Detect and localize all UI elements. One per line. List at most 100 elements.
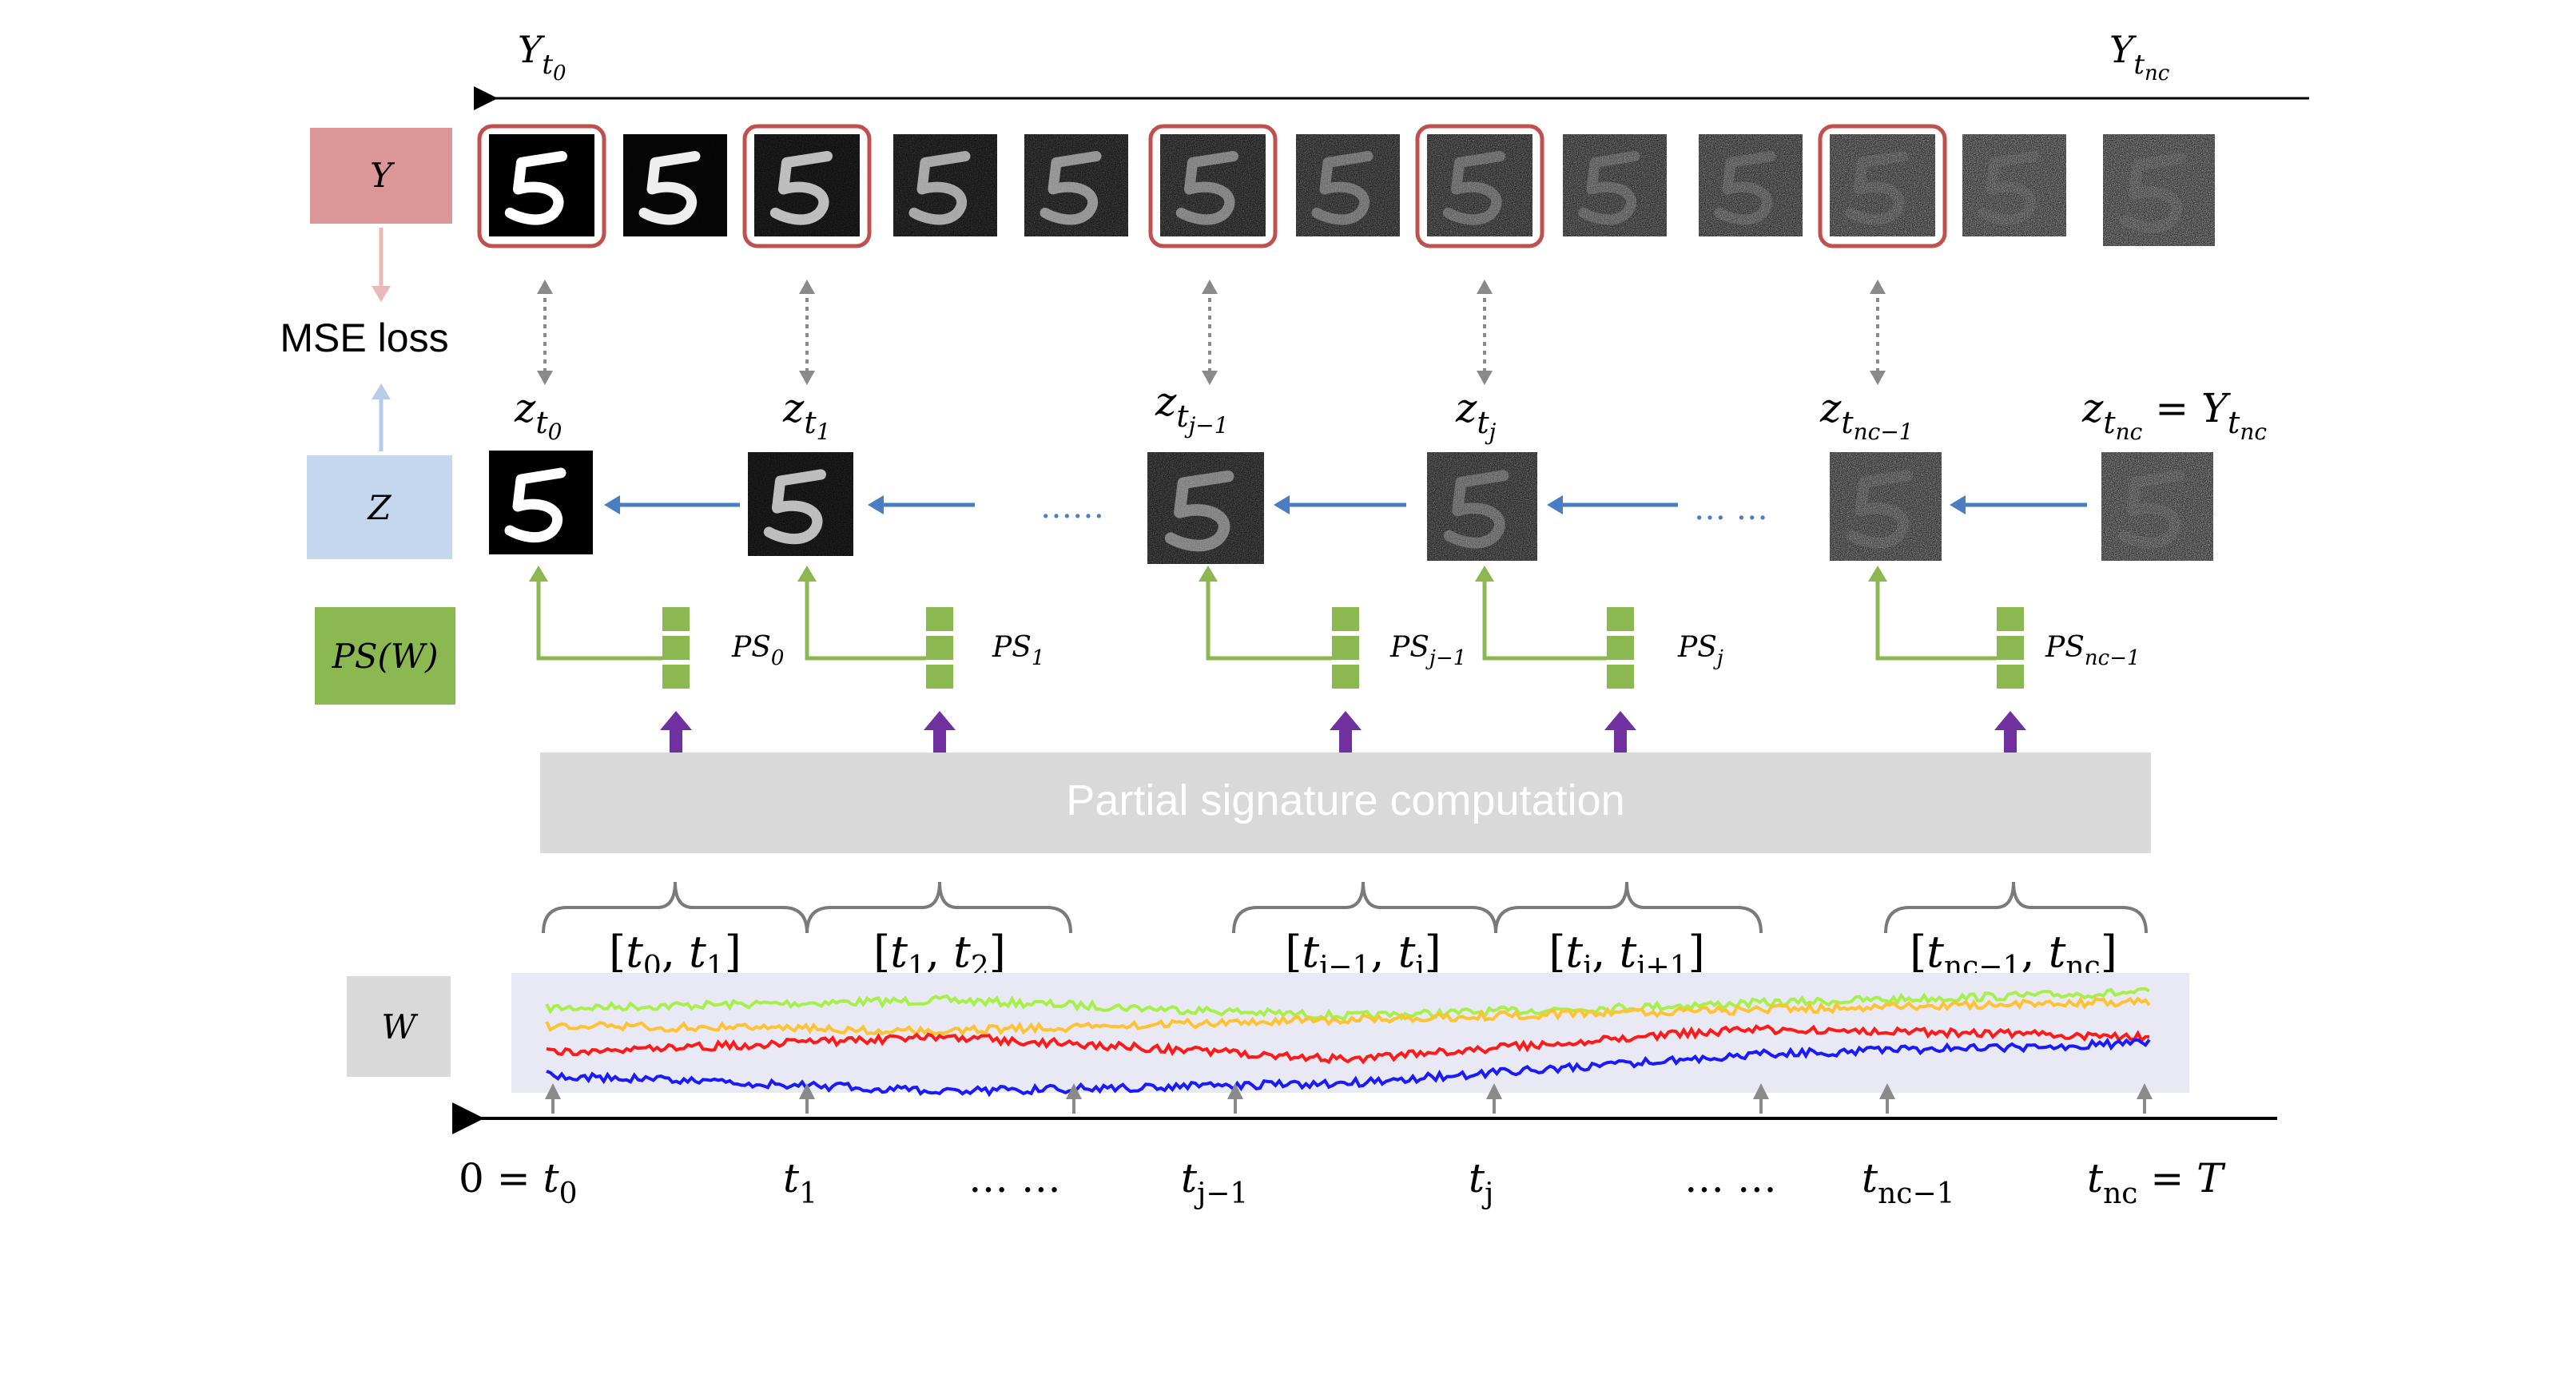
brownian-path <box>545 996 2151 1037</box>
y-image <box>489 134 594 236</box>
y-image <box>623 134 727 236</box>
time-label: tnᴄ−1 <box>1862 1155 1955 1210</box>
y-to-mse-arrowhead <box>372 286 391 302</box>
z-image <box>1147 452 1264 564</box>
y-legend-box <box>310 128 452 224</box>
y-image <box>1296 134 1400 236</box>
ps-unit: PSj <box>1475 566 1723 753</box>
ps-block <box>1607 607 1634 631</box>
z-image <box>1830 452 1942 561</box>
interval-brace: [tnᴄ−1, tnᴄ] <box>1884 881 2148 983</box>
time-tick-arrow <box>2137 1083 2153 1114</box>
z-image <box>1427 452 1537 561</box>
brownian-paths <box>545 987 2151 1098</box>
y-image <box>1563 134 1667 236</box>
interval-brace: [tj−1, tj] <box>1232 881 1497 983</box>
y-image <box>1160 134 1266 236</box>
y-image <box>754 134 860 236</box>
ps-block <box>1997 636 2024 660</box>
interval-brace: [t1, t2] <box>805 881 1072 983</box>
time-label: tj <box>1469 1155 1493 1210</box>
y-image-frame <box>1415 124 1544 248</box>
brownian-path <box>546 1037 2151 1098</box>
y-z-correspondence-arrows <box>537 280 1886 385</box>
ps-unit: PSj−1 <box>1199 566 1466 753</box>
interval-braces: [t0, t1] [t1, t2] [tj−1, tj] [tj, tj+1] [tnᴄ… <box>542 881 2148 983</box>
ps-block <box>1997 665 2024 689</box>
y-left-label: Yt0 <box>518 28 566 85</box>
mse-loss-label: MSE loss <box>280 316 448 360</box>
z-image <box>489 451 593 554</box>
correspondence-arrow <box>1477 280 1493 385</box>
ps-label: PSj−1 <box>1389 631 1466 670</box>
time-label: … … <box>968 1155 1061 1201</box>
z-transition-arrow <box>1950 495 2087 514</box>
time-tick-arrow <box>1066 1083 1082 1114</box>
y-image-frame <box>742 124 872 248</box>
time-label: tnᴄ = T <box>2087 1155 2226 1210</box>
w-legend-box <box>347 976 451 1077</box>
ps-block <box>1607 665 1634 689</box>
partial-signature-row: PS0 PS1 PSj−1 PSj PSnᴄ−1 <box>529 566 2141 753</box>
ps-block <box>926 607 953 631</box>
y-image <box>1427 134 1532 236</box>
time-label: 0 = t0 <box>459 1155 578 1210</box>
y-image-frame <box>1818 124 1947 248</box>
brownian-path <box>545 987 2150 1022</box>
y-image-frame <box>1148 124 1278 248</box>
ps-unit: PS0 <box>529 566 784 753</box>
ps-block <box>926 636 953 660</box>
interval-label: [t0, t1] <box>609 927 741 983</box>
z-transition-arrow <box>868 495 975 514</box>
time-tick-arrow <box>1753 1083 1769 1114</box>
ps-block <box>1332 607 1359 631</box>
ps-label: PSj <box>1677 631 1723 670</box>
z-image <box>2101 452 2213 561</box>
time-ticks: 0 = t0 t1 … … tj−1 tj … … tnᴄ−1 tnᴄ = T <box>459 1083 2226 1210</box>
z-node-label: ztj−1 <box>1155 379 1229 439</box>
ps-legend-box <box>315 607 455 705</box>
z-image <box>748 452 853 556</box>
y-image-frame <box>477 124 606 248</box>
ps-block <box>662 636 690 660</box>
time-label: t1 <box>783 1155 817 1210</box>
z-legend-label: Z <box>366 488 392 527</box>
w-legend-label: W <box>381 1007 419 1046</box>
ps-unit: PS1 <box>797 566 1044 753</box>
z-transition-arrow <box>1274 495 1406 514</box>
ps-block <box>1997 607 2024 631</box>
ps-block <box>1607 636 1634 660</box>
ps-label: PSnᴄ−1 <box>2045 631 2141 670</box>
z-continuation-dots: … … <box>1694 490 1768 527</box>
z-continuation-dots: …… <box>1040 489 1104 526</box>
z-node-label: ztj <box>1455 385 1497 445</box>
time-label: … … <box>1684 1155 1777 1201</box>
interval-brace: [t0, t1] <box>542 881 809 983</box>
correspondence-arrow <box>537 280 553 385</box>
time-label: tj−1 <box>1181 1155 1248 1210</box>
interval-label: [tj, tj+1] <box>1548 927 1704 983</box>
ps-unit: PSnᴄ−1 <box>1868 566 2141 753</box>
z-node-label: zt0 <box>514 385 562 445</box>
ps-label: PS1 <box>992 631 1044 670</box>
ps-block <box>1332 636 1359 660</box>
time-tick-arrow <box>1486 1083 1502 1114</box>
y-image <box>893 134 997 236</box>
y-image <box>1962 134 2066 236</box>
ps-label: PS0 <box>731 631 784 670</box>
z-to-mse-arrowhead <box>372 383 391 399</box>
interval-brace: [tj, tj+1] <box>1494 881 1763 983</box>
time-tick-arrow <box>799 1083 815 1114</box>
z-image-row: zt0 zt1 ztj−1 ztj ztnᴄ−1 ztnᴄ = Ytnᴄ …… … … <box>489 379 2267 564</box>
y-legend-label: Y <box>370 156 396 195</box>
correspondence-arrow <box>799 280 815 385</box>
ps-block <box>926 665 953 689</box>
z-transition-arrow <box>1547 495 1678 514</box>
y-image <box>1699 134 1803 236</box>
partial-signature-bar <box>540 753 2151 853</box>
z-node-label: zt1 <box>782 385 830 445</box>
time-tick-arrow <box>545 1083 561 1114</box>
y-image <box>2103 134 2215 246</box>
